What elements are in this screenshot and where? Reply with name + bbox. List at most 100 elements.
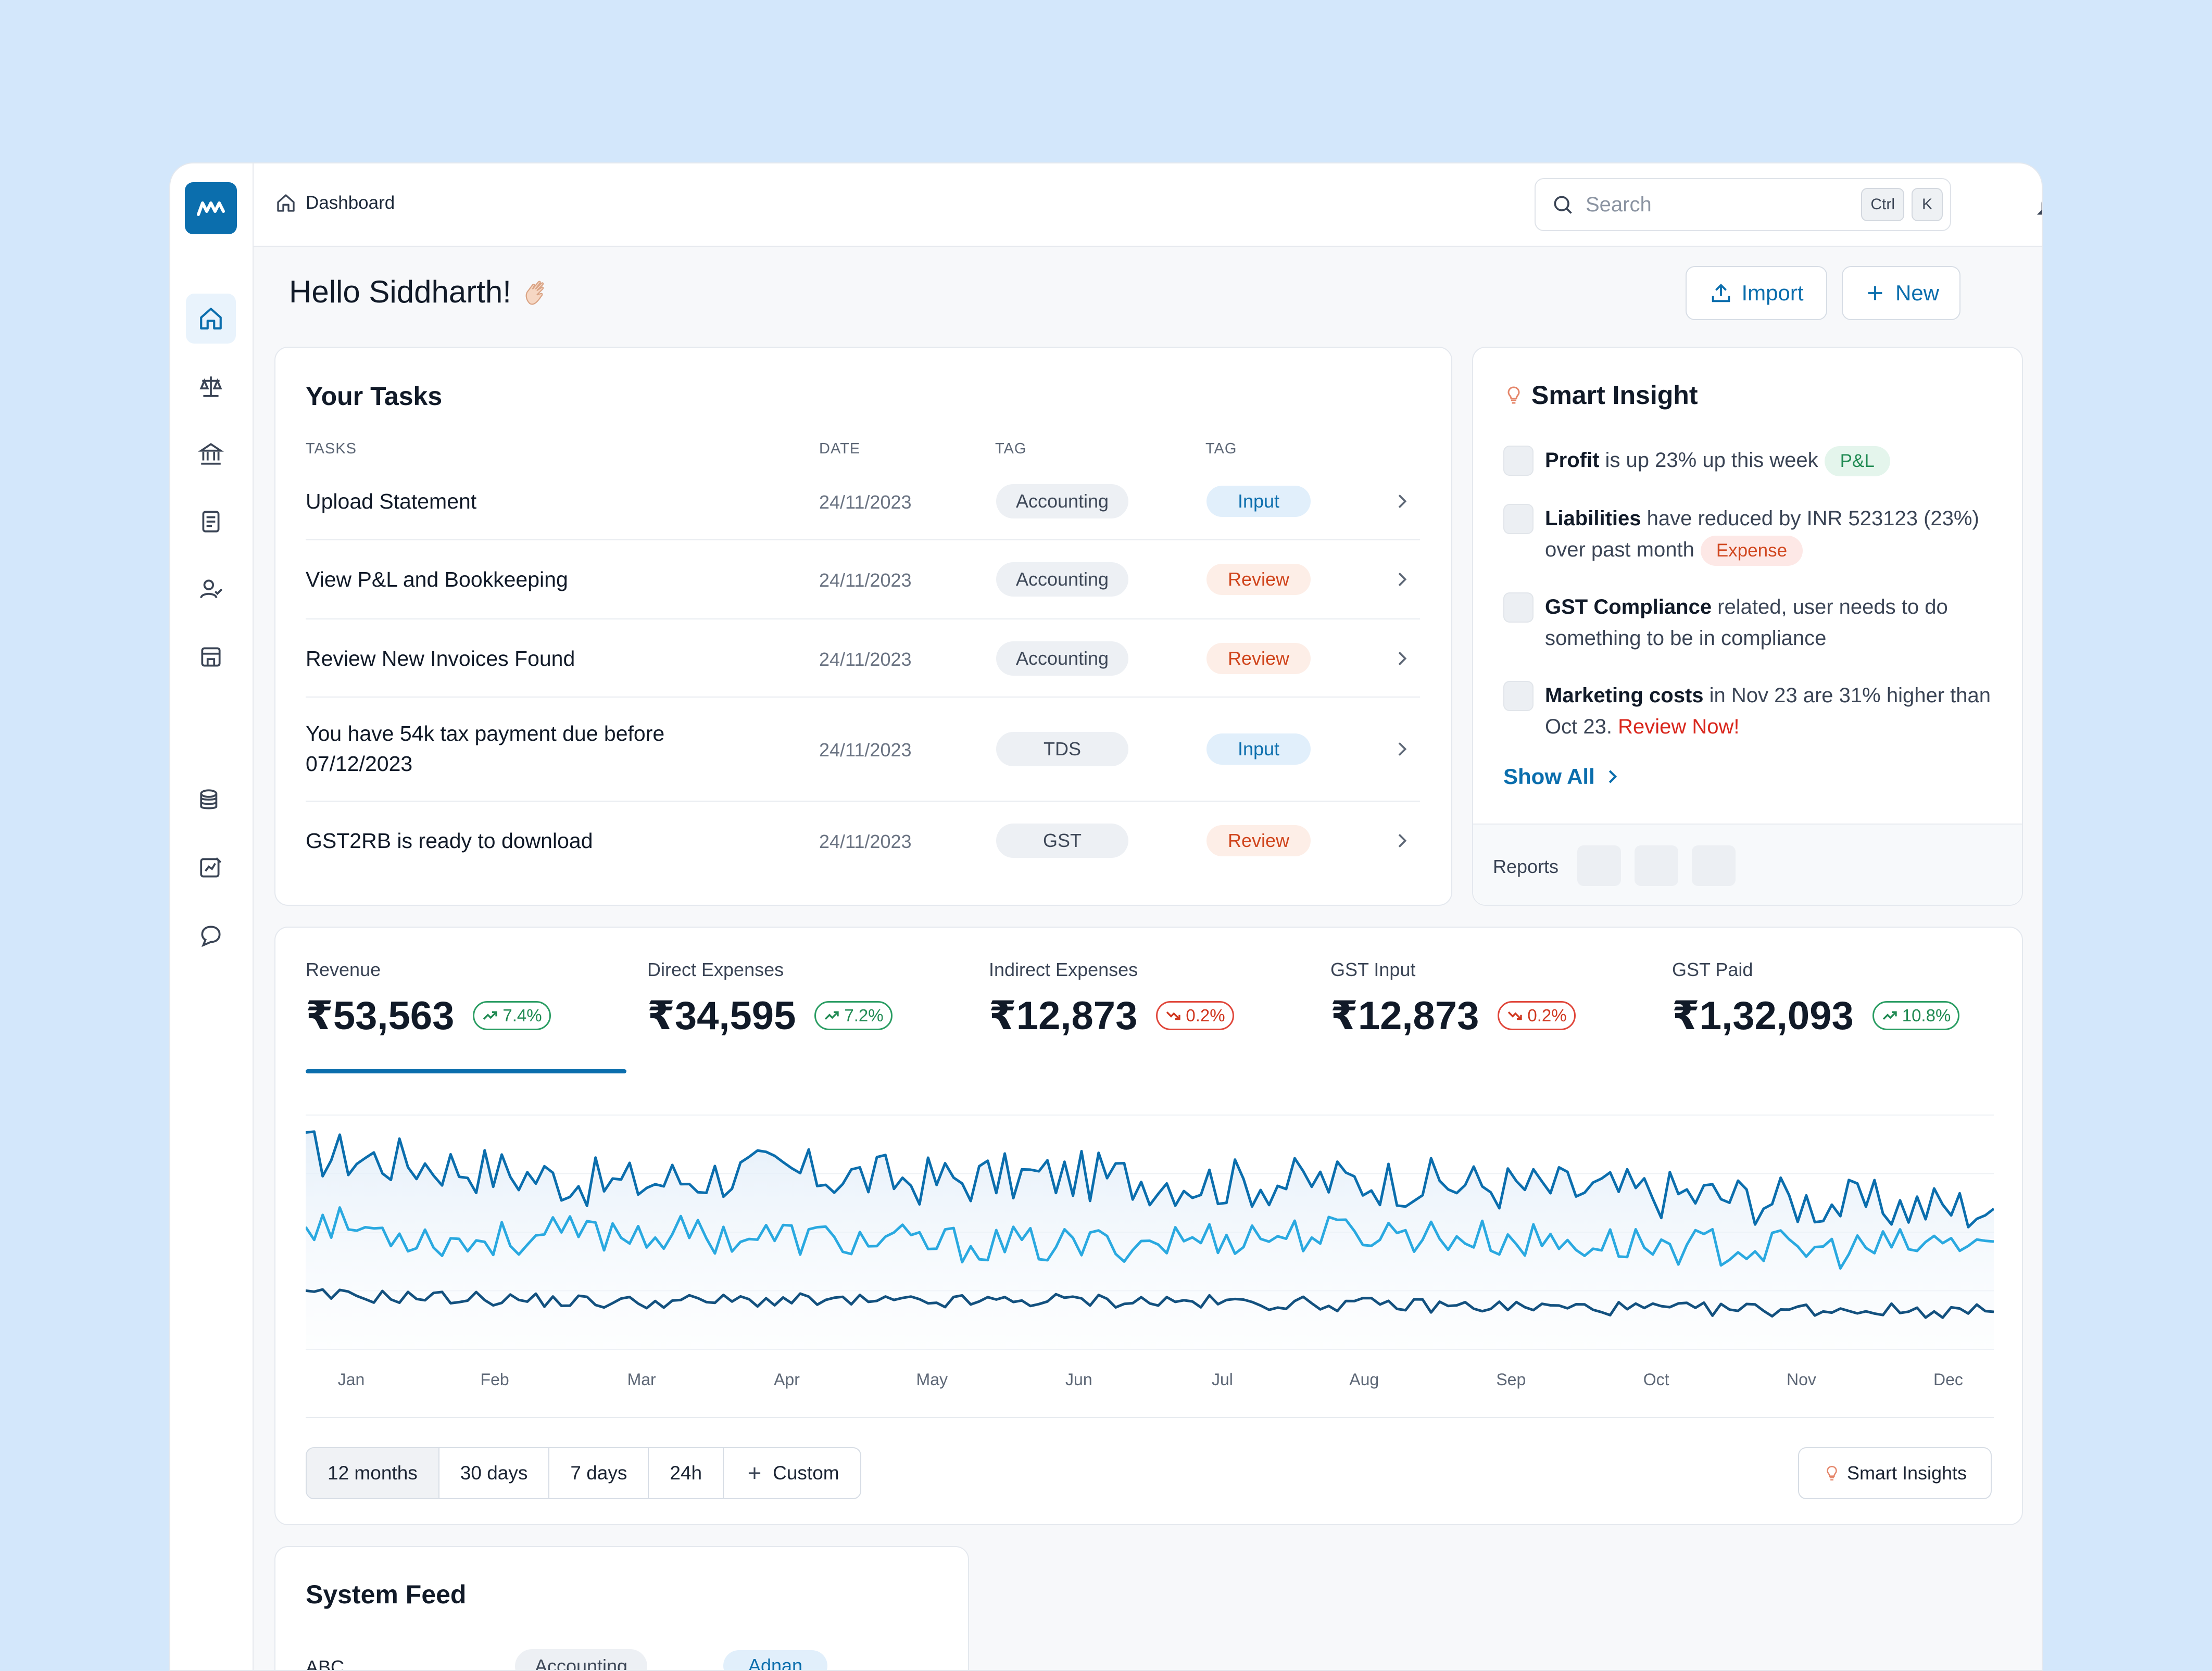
delta-badge: 7.4% xyxy=(473,1001,551,1030)
table-row[interactable]: View P&L and Bookkeeping 24/11/2023 Acco… xyxy=(306,540,1420,619)
review-now-link[interactable]: Review Now! xyxy=(1618,715,1740,738)
metric-value: ₹53,563 xyxy=(306,994,455,1038)
x-tick-label: Mar xyxy=(627,1370,656,1389)
metric-revenue[interactable]: Revenue ₹53,563 7.4% xyxy=(306,959,551,1039)
sidebar xyxy=(170,163,254,1670)
insight-checkbox[interactable] xyxy=(1503,681,1534,711)
sidebar-item-home[interactable] xyxy=(186,294,236,344)
range-7-days[interactable]: 7 days xyxy=(549,1448,649,1498)
table-row[interactable]: You have 54k tax payment due before 07/1… xyxy=(306,698,1420,802)
task-date: 24/11/2023 xyxy=(819,569,912,591)
insight-text: Liabilities have reduced by INR 523123 (… xyxy=(1545,503,1998,566)
range-30-days[interactable]: 30 days xyxy=(439,1448,550,1498)
insight-body: in Nov 23 are 31% higher than Oct 23. xyxy=(1545,684,1991,738)
sidebar-item-documents[interactable] xyxy=(186,497,236,547)
insight-item[interactable]: Profit is up 23% up this week P&L xyxy=(1503,445,1998,481)
metric-value-row: ₹53,563 7.4% xyxy=(306,992,551,1039)
delta-value: 7.2% xyxy=(844,1005,884,1025)
show-all-link[interactable]: Show All xyxy=(1503,764,1622,789)
greeting-text: Hello Siddharth! xyxy=(289,274,511,309)
import-button[interactable]: Import xyxy=(1686,266,1827,320)
topbar: Dashboard Search Ctrl K S xyxy=(254,163,2042,247)
delta-badge: 0.2% xyxy=(1156,1001,1234,1030)
range-custom[interactable]: Custom xyxy=(724,1448,860,1498)
metric-value-row: ₹34,595 7.2% xyxy=(647,992,893,1039)
delta-value: 10.8% xyxy=(1902,1005,1951,1025)
import-label: Import xyxy=(1741,281,1804,305)
insight-header: Smart Insight xyxy=(1503,380,1698,410)
tag-chip: Accounting xyxy=(996,562,1128,597)
x-tick-label: Aug xyxy=(1349,1370,1379,1389)
trend-up-icon xyxy=(1882,1011,1897,1020)
insight-checkbox[interactable] xyxy=(1503,504,1534,534)
breadcrumb[interactable]: Dashboard xyxy=(275,193,395,213)
scale-icon xyxy=(199,376,222,397)
smart-insights-label: Smart Insights xyxy=(1846,1462,1967,1484)
sidebar-item-analytics[interactable] xyxy=(186,843,236,893)
report-thumbnail[interactable] xyxy=(1577,845,1621,886)
insight-item[interactable]: GST Compliance related, user needs to do… xyxy=(1503,591,1998,659)
insight-item[interactable]: Marketing costs in Nov 23 are 31% higher… xyxy=(1503,680,1998,748)
report-thumbnail[interactable] xyxy=(1692,845,1736,886)
metric-indirect-expenses[interactable]: Indirect Expenses ₹12,873 0.2% xyxy=(989,959,1234,1039)
sidebar-item-bank[interactable] xyxy=(186,429,236,479)
metric-direct-expenses[interactable]: Direct Expenses ₹34,595 7.2% xyxy=(647,959,893,1039)
table-row[interactable]: Upload Statement 24/11/2023 Accounting I… xyxy=(306,462,1420,540)
metric-label: Revenue xyxy=(306,959,381,980)
series-line-2 xyxy=(306,1206,1994,1270)
metric-gst-input[interactable]: GST Input ₹12,873 0.2% xyxy=(1330,959,1576,1039)
task-date: 24/11/2023 xyxy=(819,739,912,761)
delta-badge: 10.8% xyxy=(1872,1001,1960,1030)
column-tag-status: TAG xyxy=(1205,440,1237,457)
new-label: New xyxy=(1895,281,1940,305)
chevron-right-icon[interactable] xyxy=(1391,569,1412,590)
task-name: GST2RB is ready to download xyxy=(306,829,593,853)
home-icon xyxy=(200,308,222,330)
new-button[interactable]: New xyxy=(1842,266,1960,320)
insight-checkbox[interactable] xyxy=(1503,446,1534,476)
notifications-button[interactable] xyxy=(2034,188,2042,222)
logo[interactable] xyxy=(185,182,237,234)
sidebar-item-coins[interactable] xyxy=(186,775,236,825)
insight-text: Profit is up 23% up this week P&L xyxy=(1545,445,1998,477)
smart-insights-button[interactable]: Smart Insights xyxy=(1798,1447,1992,1499)
delta-badge: 7.2% xyxy=(814,1001,893,1030)
sidebar-item-store[interactable] xyxy=(186,632,236,682)
metric-gst-paid[interactable]: GST Paid ₹1,32,093 10.8% xyxy=(1672,959,1960,1039)
tag-chip: Accounting xyxy=(996,641,1128,676)
store-icon xyxy=(201,647,221,667)
x-tick-label: Jul xyxy=(1211,1370,1233,1389)
sidebar-item-support[interactable] xyxy=(186,910,236,960)
feed-title: System Feed xyxy=(306,1580,467,1609)
chevron-right-icon[interactable] xyxy=(1391,648,1412,669)
shortcut-key-k: K xyxy=(1912,188,1943,221)
sidebar-item-balance[interactable] xyxy=(186,361,236,411)
table-row[interactable]: GST2RB is ready to download 24/11/2023 G… xyxy=(306,802,1420,880)
chevron-right-icon[interactable] xyxy=(1391,830,1412,851)
report-thumbnail[interactable] xyxy=(1635,845,1678,886)
bank-icon xyxy=(198,442,224,465)
chevron-right-icon xyxy=(1608,770,1617,783)
lightbulb-icon xyxy=(1827,1465,1837,1481)
table-row[interactable]: Review New Invoices Found 24/11/2023 Acc… xyxy=(306,619,1420,698)
metric-value: ₹34,595 xyxy=(647,994,796,1038)
sidebar-item-users[interactable] xyxy=(186,564,236,614)
insight-checkbox[interactable] xyxy=(1503,592,1534,623)
range-12-months[interactable]: 12 months xyxy=(307,1448,439,1498)
chevron-right-icon[interactable] xyxy=(1391,739,1412,759)
breadcrumb-label: Dashboard xyxy=(306,193,395,213)
column-tag: TAG xyxy=(995,440,1027,457)
x-tick-label: Nov xyxy=(1786,1370,1816,1389)
metric-value-row: ₹12,873 0.2% xyxy=(989,992,1234,1039)
insight-item[interactable]: Liabilities have reduced by INR 523123 (… xyxy=(1503,503,1998,571)
system-feed-card: System Feed ABC Accounting Adnan xyxy=(274,1546,969,1670)
search-input[interactable]: Search Ctrl K xyxy=(1535,178,1951,231)
page-title: Hello Siddharth! xyxy=(289,274,554,310)
range-24h[interactable]: 24h xyxy=(649,1448,724,1498)
user-badge: Adnan xyxy=(723,1650,827,1670)
task-date: 24/11/2023 xyxy=(819,831,912,852)
task-name: View P&L and Bookkeeping xyxy=(306,567,568,591)
chevron-right-icon[interactable] xyxy=(1391,491,1412,512)
column-tasks: TASKS xyxy=(306,440,357,457)
plus-icon xyxy=(749,1467,761,1479)
